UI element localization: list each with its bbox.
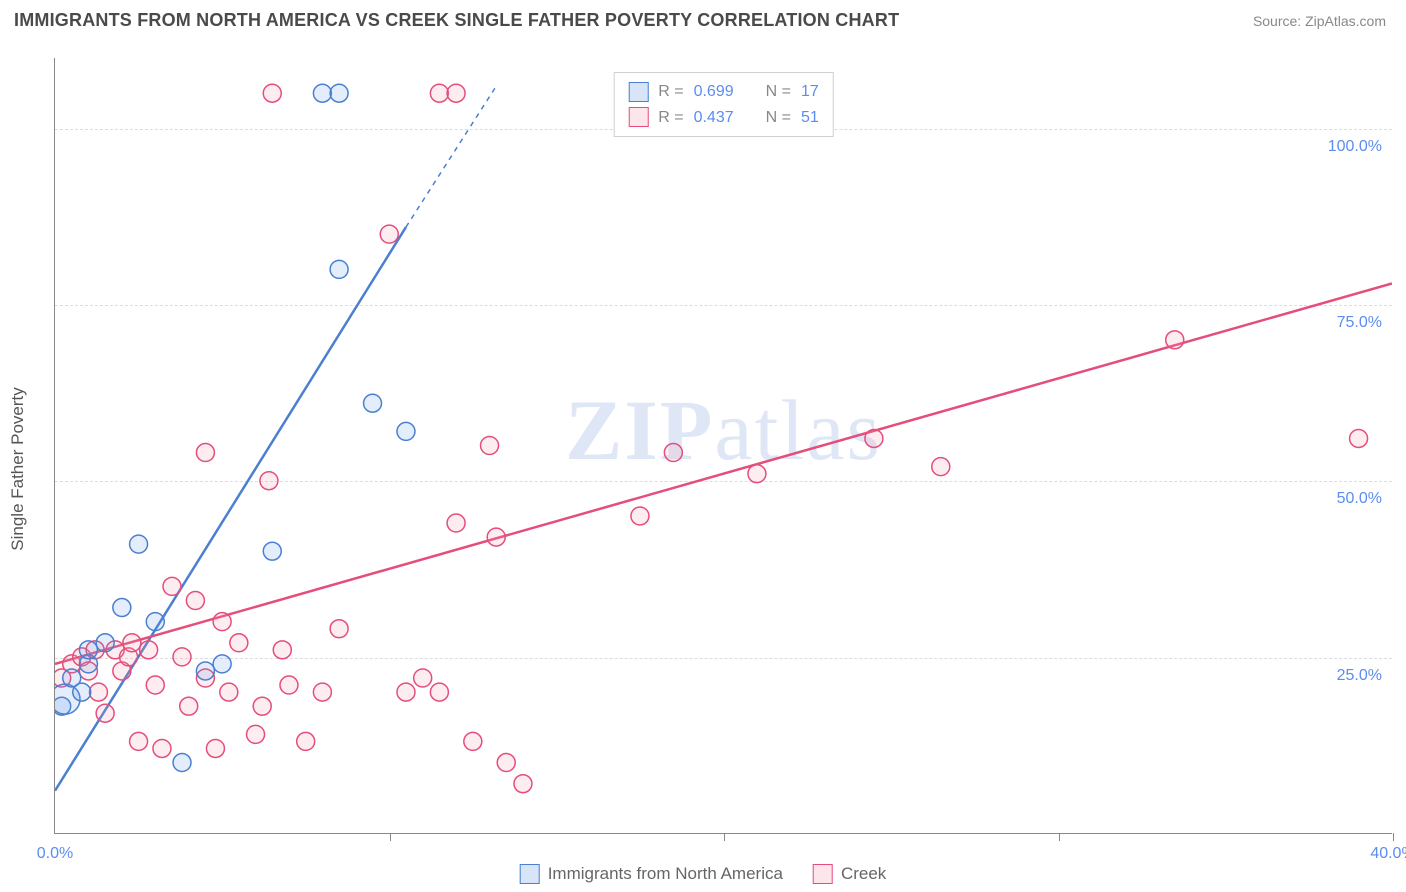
xtick-mark	[1059, 833, 1060, 841]
scatter-point	[464, 732, 482, 750]
scatter-point	[481, 437, 499, 455]
scatter-point	[196, 662, 214, 680]
legend-item-0: Immigrants from North America	[520, 864, 783, 884]
scatter-point	[153, 739, 171, 757]
legend-series: Immigrants from North America Creek	[520, 864, 887, 884]
y-axis-label: Single Father Poverty	[8, 387, 28, 550]
scatter-point	[263, 84, 281, 102]
scatter-point	[79, 641, 97, 659]
legend-label-1: Creek	[841, 864, 886, 884]
r-value-1: 0.437	[694, 105, 734, 131]
scatter-point	[313, 683, 331, 701]
scatter-point	[173, 648, 191, 666]
scatter-point	[186, 592, 204, 610]
scatter-point	[260, 472, 278, 490]
scatter-point	[196, 444, 214, 462]
scatter-point	[123, 634, 141, 652]
scatter-point	[330, 84, 348, 102]
scatter-point	[113, 599, 131, 617]
scatter-point	[514, 775, 532, 793]
scatter-point	[73, 683, 91, 701]
legend-stats-row-1: R = 0.437 N = 51	[628, 105, 819, 131]
chart-container: Single Father Poverty ZIPatlas R = 0.699…	[0, 46, 1406, 892]
scatter-point	[397, 422, 415, 440]
scatter-point	[280, 676, 298, 694]
scatter-point	[364, 394, 382, 412]
scatter-point	[220, 683, 238, 701]
r-label: R =	[658, 105, 683, 131]
scatter-point	[414, 669, 432, 687]
legend-swatch-blue	[628, 82, 648, 102]
scatter-point	[163, 577, 181, 595]
legend-item-1: Creek	[813, 864, 886, 884]
scatter-point	[330, 620, 348, 638]
scatter-point	[96, 634, 114, 652]
scatter-point	[380, 225, 398, 243]
r-value-0: 0.699	[694, 79, 734, 105]
scatter-point	[96, 704, 114, 722]
scatter-point	[330, 260, 348, 278]
legend-swatch-pink	[628, 107, 648, 127]
n-value-1: 51	[801, 105, 819, 131]
xtick-mark	[390, 833, 391, 841]
scatter-point	[932, 458, 950, 476]
plot-svg	[55, 58, 1392, 833]
scatter-point	[273, 641, 291, 659]
scatter-point	[180, 697, 198, 715]
plot-area: ZIPatlas R = 0.699 N = 17 R = 0.437 N = …	[54, 58, 1392, 834]
xtick-mark	[1393, 833, 1394, 841]
scatter-point	[213, 655, 231, 673]
xtick-label: 40.0%	[1370, 845, 1406, 863]
chart-title: IMMIGRANTS FROM NORTH AMERICA VS CREEK S…	[14, 10, 899, 31]
scatter-point	[487, 528, 505, 546]
scatter-point	[247, 725, 265, 743]
header: IMMIGRANTS FROM NORTH AMERICA VS CREEK S…	[0, 0, 1406, 35]
legend-label-0: Immigrants from North America	[548, 864, 783, 884]
scatter-point	[206, 739, 224, 757]
scatter-point	[146, 676, 164, 694]
scatter-point	[130, 732, 148, 750]
scatter-point	[146, 613, 164, 631]
scatter-point	[263, 542, 281, 560]
scatter-point	[1166, 331, 1184, 349]
trend-line-dashed	[406, 86, 496, 227]
scatter-point	[631, 507, 649, 525]
source-attribution: Source: ZipAtlas.com	[1253, 13, 1386, 29]
scatter-point	[140, 641, 158, 659]
source-link[interactable]: ZipAtlas.com	[1305, 13, 1386, 29]
r-label: R =	[658, 79, 683, 105]
legend-swatch-pink	[813, 864, 833, 884]
scatter-point	[173, 754, 191, 772]
scatter-point	[748, 465, 766, 483]
scatter-point	[430, 683, 448, 701]
trend-line	[55, 283, 1392, 663]
scatter-point	[253, 697, 271, 715]
scatter-point	[447, 84, 465, 102]
scatter-point	[447, 514, 465, 532]
n-label: N =	[766, 79, 791, 105]
source-prefix: Source:	[1253, 13, 1305, 29]
scatter-point	[213, 613, 231, 631]
scatter-point	[297, 732, 315, 750]
xtick-label: 0.0%	[37, 845, 73, 863]
scatter-point	[497, 754, 515, 772]
xtick-mark	[724, 833, 725, 841]
scatter-point	[397, 683, 415, 701]
scatter-point	[865, 429, 883, 447]
scatter-point	[313, 84, 331, 102]
legend-swatch-blue	[520, 864, 540, 884]
scatter-point	[1350, 429, 1368, 447]
scatter-point	[664, 444, 682, 462]
legend-stats-row-0: R = 0.699 N = 17	[628, 79, 819, 105]
n-value-0: 17	[801, 79, 819, 105]
scatter-point	[130, 535, 148, 553]
legend-stats: R = 0.699 N = 17 R = 0.437 N = 51	[613, 72, 834, 137]
scatter-point	[230, 634, 248, 652]
scatter-point	[89, 683, 107, 701]
n-label: N =	[766, 105, 791, 131]
scatter-point	[430, 84, 448, 102]
